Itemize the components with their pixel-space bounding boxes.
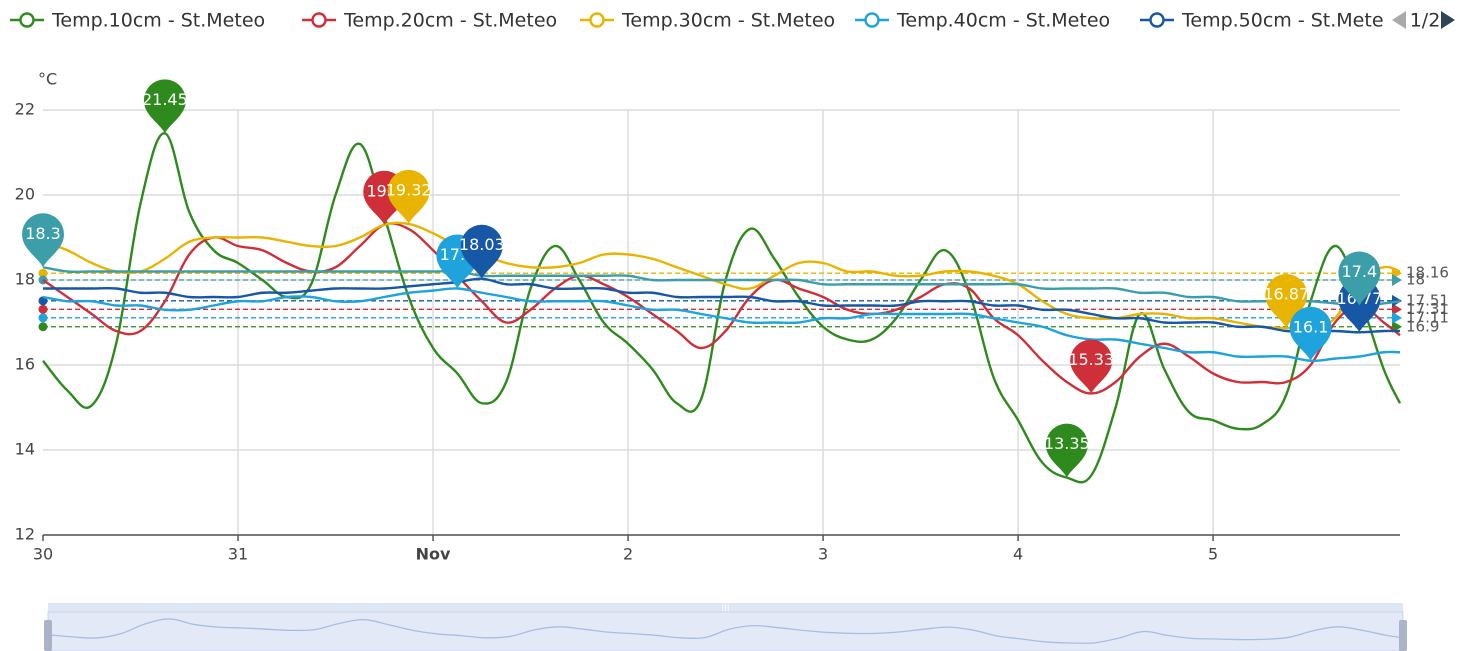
- y-tick-label: 14: [15, 440, 35, 459]
- mark-pin: 13.35: [1044, 423, 1090, 478]
- series-line: [42, 266, 1401, 307]
- legend-label: Temp.40cm - St.Meteo: [896, 10, 1110, 32]
- legend-label: Temp.10cm - St.Meteo: [51, 10, 265, 32]
- pin-label: 18.3: [25, 224, 61, 243]
- legend-marker: [864, 12, 880, 28]
- legend-item: Temp.50cm - St.Meteo: [1140, 10, 1395, 32]
- mark-pin: 17.4: [1338, 251, 1381, 306]
- y-tick-label: 18: [15, 270, 35, 289]
- mark-pin: 21.45: [142, 79, 188, 134]
- series-line: [43, 277, 1401, 334]
- mark-pin: 15.33: [1068, 339, 1114, 394]
- pin-shape: [143, 79, 186, 134]
- legend-label: Temp.50cm - St.Meteo: [1181, 10, 1395, 32]
- pin-label: 16.87: [1263, 285, 1309, 304]
- average-label: 17.51: [1406, 291, 1449, 309]
- legend-item: Temp.20cm - St.Meteo: [302, 10, 557, 32]
- y-tick-label: 12: [15, 525, 35, 544]
- pin-shape: [1338, 251, 1381, 306]
- y-tick-label: 22: [15, 100, 35, 119]
- legend-marker: [311, 12, 327, 28]
- average-label: 18: [1406, 271, 1425, 289]
- pin-label: 16.1: [1293, 317, 1329, 336]
- legend-label: Temp.30cm - St.Meteo: [621, 10, 835, 32]
- x-tick-label: 30: [33, 545, 53, 564]
- average-arrow: [1392, 274, 1402, 286]
- average-start: [38, 304, 48, 314]
- legend: Temp.10cm - St.Meteo Temp.20cm - St.Meteo…: [10, 10, 1395, 32]
- legend-item: Temp.40cm - St.Meteo: [855, 10, 1110, 32]
- pin-label: 21.45: [142, 90, 188, 109]
- legend-item: Temp.10cm - St.Meteo: [10, 10, 265, 32]
- legend-next[interactable]: [1441, 11, 1455, 29]
- average-label: 18.16: [1406, 264, 1449, 282]
- average-start: [38, 268, 48, 278]
- legend-label: Temp.20cm - St.Meteo: [343, 10, 557, 32]
- x-tick-label: 4: [1013, 545, 1023, 564]
- mark-pin: 16.1: [1289, 306, 1332, 361]
- series-line: [42, 287, 1401, 362]
- pin-shape: [387, 169, 430, 224]
- y-tick-label: 20: [15, 185, 35, 204]
- legend-marker: [1149, 12, 1165, 28]
- average-arrow: [1392, 311, 1402, 324]
- legend-marker: [589, 12, 605, 28]
- mark-pin: 18.3: [22, 213, 64, 268]
- pin-label: 19.32: [386, 180, 432, 199]
- pin-shape: [22, 213, 64, 268]
- y-tick-label: 16: [15, 355, 35, 374]
- legend-page: 1/2: [1410, 10, 1441, 32]
- zoom-preview: [47, 618, 1404, 644]
- average-start: [38, 313, 48, 323]
- zoom-handle[interactable]: [1399, 620, 1407, 651]
- legend-item: Temp.30cm - St.Meteo: [580, 10, 835, 32]
- zoom-grip: |||: [721, 604, 729, 613]
- x-tick-label: 31: [228, 545, 248, 564]
- pin-label: 15.33: [1068, 350, 1114, 369]
- x-tick-label: Nov: [416, 545, 451, 564]
- mark-pin: 18.03: [459, 224, 505, 279]
- pin-label: 17.4: [1342, 262, 1378, 281]
- series-line: [42, 222, 1401, 395]
- series-line: [42, 132, 1402, 484]
- pin-shape: [460, 224, 503, 279]
- average-start: [38, 322, 48, 332]
- legend-marker: [19, 12, 35, 28]
- legend-prev: [1392, 11, 1406, 29]
- pin-label: 13.35: [1044, 434, 1090, 453]
- x-tick-label: 3: [818, 545, 828, 564]
- zoom-window: [47, 611, 1404, 651]
- zoom-top: [48, 603, 1403, 613]
- pin-label: 18.03: [459, 235, 505, 254]
- y-axis-label: °C: [38, 70, 57, 89]
- zoom-handle[interactable]: [44, 620, 52, 651]
- average-label: 17.31: [1406, 300, 1449, 318]
- pin-shape: [1289, 306, 1332, 361]
- x-tick-label: 2: [623, 545, 633, 564]
- pin-shape: [1045, 423, 1088, 478]
- pin-shape: [1070, 339, 1113, 394]
- average-arrow: [1392, 303, 1402, 316]
- average-label: 17.11: [1406, 308, 1449, 326]
- average-label: 16.9: [1406, 317, 1439, 335]
- x-tick-label: 5: [1208, 545, 1218, 564]
- mark-pin: 19.32: [386, 169, 432, 224]
- series-line: [42, 221, 1401, 330]
